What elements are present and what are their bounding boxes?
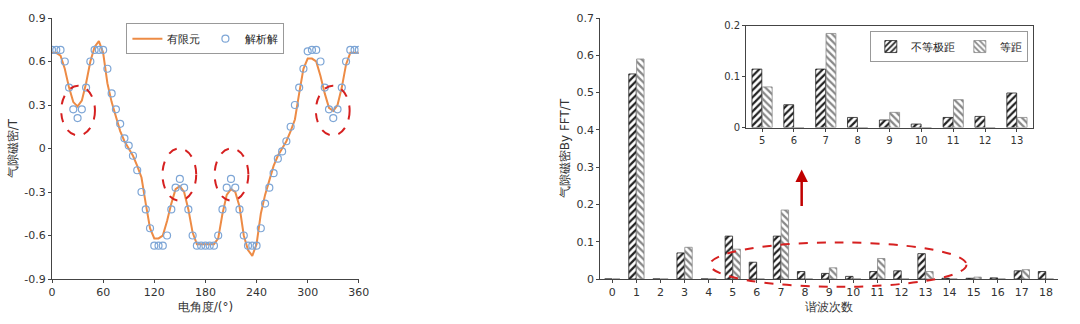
svg-text:有限元: 有限元 [167,33,200,46]
svg-text:13: 13 [1011,135,1024,146]
svg-text:7: 7 [823,135,829,146]
svg-text:360: 360 [348,286,369,299]
svg-text:12: 12 [979,135,992,146]
svg-text:气隙磁密By FFT/T: 气隙磁密By FFT/T [558,98,572,198]
svg-text:13: 13 [919,286,933,299]
svg-text:0.1: 0.1 [577,236,595,249]
svg-text:2: 2 [657,286,664,299]
svg-text:18: 18 [1039,286,1053,299]
svg-text:0.6: 0.6 [577,49,595,62]
svg-text:解析解: 解析解 [245,33,278,46]
svg-text:10: 10 [846,286,860,299]
svg-text:240: 240 [246,286,267,299]
svg-text:14: 14 [943,286,957,299]
svg-text:0.4: 0.4 [577,124,595,137]
svg-text:7: 7 [777,286,784,299]
svg-text:0.5: 0.5 [577,86,595,99]
svg-text:0.2: 0.2 [577,198,595,211]
svg-text:17: 17 [1015,286,1029,299]
svg-text:11: 11 [947,135,960,146]
svg-text:4: 4 [705,286,712,299]
svg-text:5: 5 [729,286,736,299]
svg-text:0.1: 0.1 [724,71,740,82]
svg-text:0.3: 0.3 [28,99,46,112]
svg-text:0.9: 0.9 [28,12,46,25]
svg-text:16: 16 [991,286,1005,299]
svg-text:300: 300 [297,286,318,299]
svg-text:15: 15 [967,286,981,299]
svg-text:-0.3: -0.3 [24,186,45,199]
svg-text:9: 9 [886,135,892,146]
svg-text:10: 10 [915,135,928,146]
svg-text:180: 180 [195,286,216,299]
svg-text:0: 0 [609,286,616,299]
svg-text:60: 60 [96,286,110,299]
svg-text:5: 5 [759,135,765,146]
svg-text:电角度/(°): 电角度/(°) [178,300,233,314]
svg-text:11: 11 [870,286,884,299]
svg-text:0.7: 0.7 [577,12,595,25]
svg-text:0: 0 [734,122,740,133]
svg-text:3: 3 [681,286,688,299]
svg-text:12: 12 [894,286,908,299]
svg-text:1: 1 [633,286,640,299]
svg-text:不等极距: 不等极距 [911,41,955,54]
svg-text:0: 0 [587,273,594,286]
svg-text:0: 0 [39,142,46,155]
svg-text:8: 8 [854,135,860,146]
svg-text:-0.9: -0.9 [24,273,45,286]
svg-text:0: 0 [49,286,56,299]
svg-text:0.2: 0.2 [724,20,740,31]
svg-text:6: 6 [791,135,797,146]
svg-text:120: 120 [144,286,165,299]
svg-text:0.3: 0.3 [577,161,595,174]
svg-text:6: 6 [753,286,760,299]
svg-text:0.6: 0.6 [28,55,46,68]
svg-text:谐波次数: 谐波次数 [805,300,853,314]
svg-text:9: 9 [826,286,833,299]
svg-text:-0.6: -0.6 [24,229,45,242]
svg-text:等距: 等距 [1000,41,1022,54]
svg-text:气隙磁密/T: 气隙磁密/T [6,118,20,178]
svg-text:8: 8 [802,286,809,299]
